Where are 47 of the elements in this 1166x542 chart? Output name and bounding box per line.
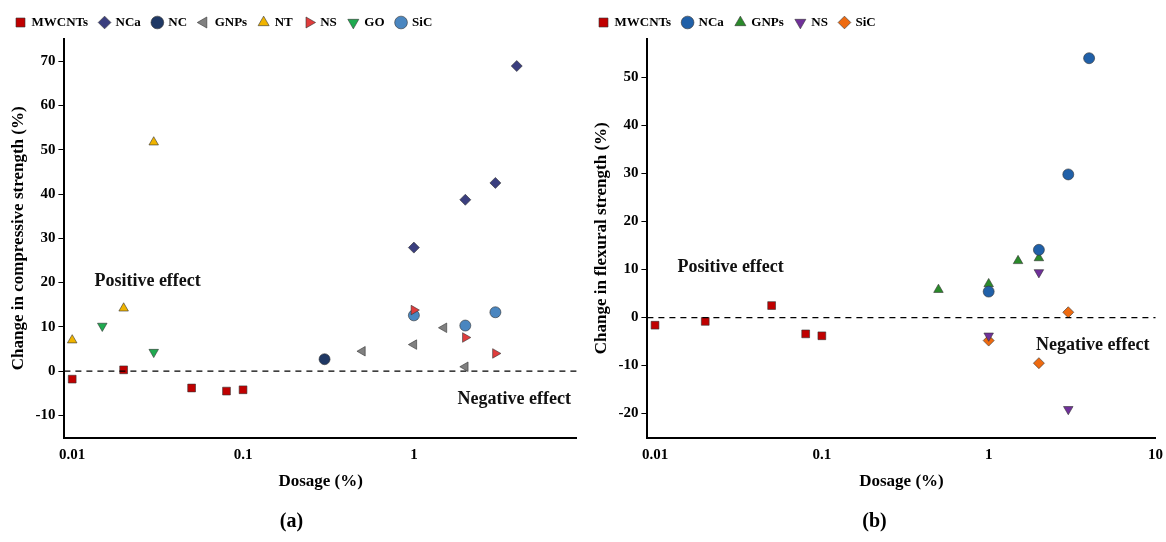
x-tick-label: 0.01 [641,446,669,463]
y-tick-label: 10 [40,317,56,334]
x-tick-label: 0.01 [59,446,86,463]
annotation: Negative effect [1036,334,1150,355]
legend-label: NC [168,13,188,29]
y-tick-label: 20 [40,273,56,290]
x-tick-label: 1 [410,446,418,463]
y-tick-label: 0 [47,362,56,379]
y-tick-label: 10 [623,260,639,277]
y-tick-label: 70 [40,52,56,69]
y-tick-label: -10 [35,406,56,423]
x-tick-label: 10 [1148,446,1163,463]
y-tick-label: 50 [623,68,639,85]
y-tick-label: 0 [630,308,639,325]
legend-label: MWCNTs [31,13,89,29]
text: (a) [279,509,304,533]
legend-label: NCa [115,13,142,29]
y-axis-title: Change in flexural strength (%) [590,122,610,355]
legend-label: SiC [412,13,433,29]
y-axis-title: Change in compressive strength (%) [7,106,27,371]
legend-label: NS [811,13,828,29]
y-tick-label: 40 [40,184,56,201]
legend-label: GNPs [751,13,784,29]
legend-label: NT [274,13,294,29]
y-tick-label: 20 [623,212,639,229]
y-tick-label: 50 [40,140,56,157]
y-tick-label: 30 [623,164,639,181]
annotation: Positive effect [94,269,201,290]
x-tick-label: 1 [984,446,993,463]
text: (b) [862,509,887,533]
y-tick-label: -20 [618,404,639,421]
x-axis-title: Dosage (%) [278,471,363,491]
legend-label: GO [364,13,385,29]
annotation: Negative effect [457,387,571,408]
y-tick-label: 30 [40,229,56,246]
legend-label: GNPs [214,13,248,29]
legend-label: SiC [855,13,876,29]
y-tick-label: 60 [40,96,56,113]
y-tick-label: -10 [618,356,639,373]
annotation: Positive effect [677,256,784,277]
x-tick-label: 0.1 [812,446,832,463]
y-tick-label: 40 [623,116,639,133]
legend-label: MWCNTs [614,13,672,29]
legend-label: NS [320,13,337,29]
x-tick-label: 0.1 [233,446,253,463]
legend-label: NCa [698,13,725,29]
x-axis-title: Dosage (%) [859,471,944,491]
